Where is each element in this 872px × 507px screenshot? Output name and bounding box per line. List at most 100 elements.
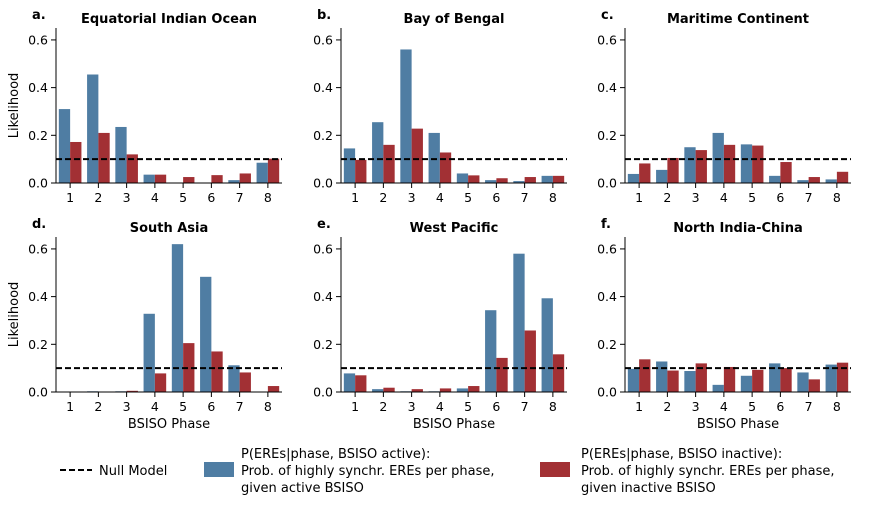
panel-a-xtick-label: 1 — [66, 190, 74, 205]
panel-c-xtick-label: 4 — [720, 190, 728, 205]
panel-d-bar-inactive-6 — [211, 351, 223, 392]
panel-d-letter: d. — [32, 217, 46, 232]
panel-e-ytick-label: 0.2 — [313, 337, 333, 352]
panel-f-bar-inactive-2 — [667, 370, 679, 392]
panel-b-bar-inactive-8 — [552, 175, 565, 183]
legend-active-line-2: Prob. of highly synchr. EREs per phase, — [241, 464, 495, 479]
panel-c-bar-active-1 — [627, 173, 640, 183]
panel-a-bar-inactive-2 — [98, 132, 110, 183]
panel-e: e. West Pacific 0.0 0.2 0.4 0.6 1 2 3 4 5 6 7 8 BSISO … — [313, 217, 567, 432]
panel-c-title: Maritime Continent — [667, 12, 809, 27]
panel-c-xtick-label: 5 — [748, 190, 756, 205]
panel-c-ytick-label: 0.2 — [597, 128, 617, 143]
panel-b-bar-active-8 — [541, 175, 553, 183]
panel-e-bar-active-8 — [541, 298, 553, 392]
legend: Null Model P(EREs|phase, BSISO active): … — [60, 447, 835, 496]
panel-d-ytick-label: 0.2 — [28, 337, 48, 352]
panel-d-xtick-label: 5 — [179, 399, 187, 414]
panel-b-bar-active-6 — [485, 180, 497, 183]
panel-b-bar-inactive-5 — [468, 175, 480, 183]
panel-e-xtick-label: 7 — [521, 399, 529, 414]
legend-null-label: Null Model — [99, 464, 167, 479]
panel-f-title: North India-China — [673, 221, 803, 236]
panel-b-bar-active-1 — [343, 148, 356, 183]
panel-b-bar-inactive-6 — [496, 178, 508, 183]
panel-f-xtick-label: 3 — [692, 399, 700, 414]
panel-d-xtick-label: 6 — [207, 399, 215, 414]
panel-e-xtick-label: 6 — [492, 399, 500, 414]
panel-b-xtick-label: 7 — [521, 190, 529, 205]
panel-c-bar-inactive-2 — [667, 157, 679, 183]
panel-e-bar-inactive-7 — [524, 330, 536, 392]
panel-a-xtick-label: 2 — [94, 190, 102, 205]
panel-b-letter: b. — [317, 8, 331, 23]
panel-d-xtick-label: 8 — [264, 399, 272, 414]
panel-a-xtick-label: 8 — [264, 190, 272, 205]
panel-f-bar-inactive-5 — [752, 369, 764, 392]
panel-c-letter: c. — [601, 8, 614, 23]
panel-c-bar-inactive-7 — [808, 177, 820, 183]
panel-f-letter: f. — [601, 217, 611, 232]
panel-a-bar-active-8 — [256, 162, 268, 183]
panel-f-ytick-label: 0.0 — [597, 385, 617, 400]
panel-d-bar-active-5 — [171, 244, 184, 392]
panel-b-ytick-label: 0.0 — [313, 176, 333, 191]
panel-d-bar-inactive-3 — [126, 390, 138, 392]
panel-f-bar-active-4 — [712, 384, 724, 392]
panel-b-bar-active-7 — [513, 181, 525, 183]
panel-b-title: Bay of Bengal — [404, 12, 505, 27]
panel-e-bar-inactive-2 — [383, 387, 395, 392]
panel-d-bar-inactive-5 — [183, 343, 195, 392]
panel-a-ytick-label: 0.6 — [28, 32, 48, 47]
legend-inactive-line-1: P(EREs|phase, BSISO inactive): — [581, 447, 782, 462]
panel-e-bar-active-7 — [513, 253, 525, 392]
panel-e-ytick-label: 0.4 — [313, 289, 333, 304]
panel-b-xtick-label: 2 — [379, 190, 387, 205]
panel-b-ytick-label: 0.2 — [313, 128, 333, 143]
panel-a-bar-active-2 — [87, 74, 99, 183]
panel-f-bar-inactive-6 — [780, 368, 792, 392]
panel-e-bar-active-1 — [343, 373, 356, 392]
panel-b-bar-active-4 — [428, 132, 440, 183]
panel-a-xtick-label: 7 — [236, 190, 244, 205]
legend-active-line-3: given active BSISO — [241, 481, 364, 496]
panel-c-bar-inactive-6 — [780, 162, 792, 183]
panel-f-bar-inactive-1 — [639, 359, 651, 392]
panel-c-bar-active-7 — [797, 180, 809, 183]
panel-d-title: South Asia — [130, 221, 209, 236]
panel-c-bar-active-8 — [825, 179, 837, 183]
panel-f-bar-active-2 — [656, 361, 668, 392]
panel-d-xtick-label: 1 — [66, 399, 74, 414]
panel-b-bar-active-2 — [372, 122, 384, 183]
panel-a: a. Equatorial Indian Ocean 0.0 0.2 0.4 0.6 1 2 3… — [7, 8, 282, 205]
panel-e-bar-inactive-5 — [468, 386, 480, 392]
panel-b: b. Bay of Bengal 0.0 0.2 0.4 0.6 1 2 3 4 5 6 7 8 — [313, 8, 567, 205]
panel-e-ytick-label: 0.6 — [313, 241, 333, 256]
legend-active-line-1: P(EREs|phase, BSISO active): — [241, 447, 430, 462]
panel-e-bar-inactive-1 — [355, 375, 367, 392]
panel-e-bar-inactive-8 — [552, 354, 565, 392]
panel-b-xtick-label: 1 — [351, 190, 359, 205]
panel-a-bar-active-4 — [143, 174, 155, 183]
panel-a-bar-active-1 — [58, 109, 71, 183]
panel-c-bar-inactive-8 — [836, 171, 849, 183]
panel-f-xtick-label: 6 — [776, 399, 784, 414]
panel-f-xtick-label: 7 — [805, 399, 813, 414]
panel-f-bar-active-8 — [825, 364, 837, 392]
panel-c: c. Maritime Continent 0.0 0.2 0.4 0.6 1 2 3 4 5 6 7 8 — [597, 8, 851, 205]
panel-b-ytick-label: 0.4 — [313, 80, 333, 95]
panel-a-ytick-label: 0.0 — [28, 176, 48, 191]
panel-f-bar-inactive-3 — [695, 363, 707, 392]
panel-f-bar-active-3 — [684, 371, 696, 392]
panel-b-ytick-label: 0.6 — [313, 32, 333, 47]
panel-a-ytick-label: 0.4 — [28, 80, 48, 95]
panel-c-xtick-label: 6 — [776, 190, 784, 205]
panel-b-xtick-label: 4 — [436, 190, 444, 205]
panel-a-bar-inactive-3 — [126, 154, 138, 183]
panel-f: f. North India-China 0.0 0.2 0.4 0.6 1 2 3 4 5 6 7 8 B… — [597, 217, 851, 432]
panel-c-xtick-label: 2 — [663, 190, 671, 205]
panel-a-bar-active-3 — [115, 126, 127, 183]
panel-c-xtick-label: 1 — [635, 190, 643, 205]
legend-inactive-line-2: Prob. of highly synchr. EREs per phase, — [581, 464, 835, 479]
panel-c-bar-active-3 — [684, 147, 696, 183]
